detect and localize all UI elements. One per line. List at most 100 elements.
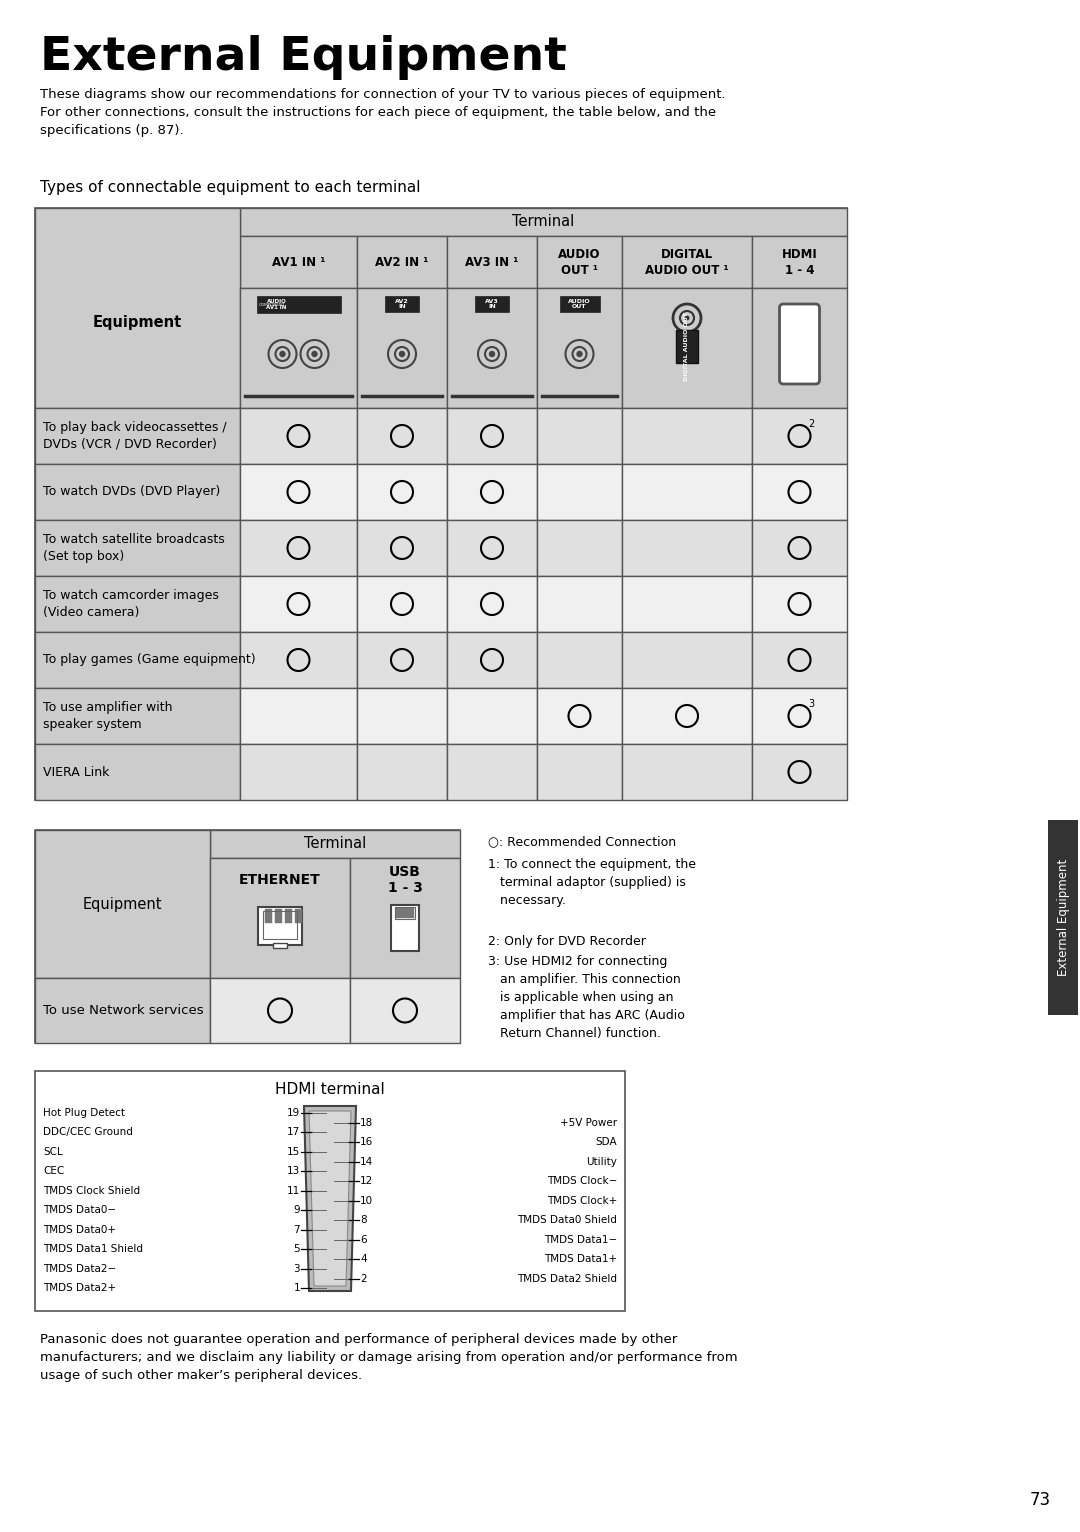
Text: 1: 1 <box>294 1284 300 1293</box>
Text: TMDS Data2−: TMDS Data2− <box>43 1264 117 1273</box>
Bar <box>752 519 847 576</box>
Text: TMDS Clock Shield: TMDS Clock Shield <box>43 1186 140 1196</box>
Circle shape <box>577 351 582 357</box>
Bar <box>35 519 240 576</box>
Text: ETHERNET: ETHERNET <box>239 873 321 887</box>
Bar <box>210 830 460 858</box>
Bar <box>35 830 210 977</box>
Text: TMDS Clock−: TMDS Clock− <box>546 1177 617 1186</box>
Bar <box>35 977 210 1043</box>
Text: VIERA Link: VIERA Link <box>43 766 109 778</box>
Text: To watch satellite broadcasts
(Set top box): To watch satellite broadcasts (Set top b… <box>43 533 225 562</box>
Text: 2: 2 <box>360 1273 366 1284</box>
Bar <box>391 905 419 951</box>
Bar <box>475 296 509 313</box>
Text: HDMI terminal: HDMI terminal <box>275 1082 384 1097</box>
Text: ○: Recommended Connection: ○: Recommended Connection <box>488 835 676 849</box>
Text: AV2
IN: AV2 IN <box>395 299 409 309</box>
Text: TMDS Data1+: TMDS Data1+ <box>544 1255 617 1264</box>
Bar <box>447 519 537 576</box>
Bar <box>357 519 447 576</box>
Bar <box>447 288 537 408</box>
Bar <box>537 288 622 408</box>
Bar <box>240 464 357 519</box>
Text: To play games (Game equipment): To play games (Game equipment) <box>43 654 256 666</box>
Bar <box>537 633 622 688</box>
Text: Equipment: Equipment <box>83 896 162 912</box>
Text: Terminal: Terminal <box>512 214 575 230</box>
Text: To watch camcorder images
(Video camera): To watch camcorder images (Video camera) <box>43 590 219 619</box>
Bar <box>752 576 847 633</box>
Bar <box>447 576 537 633</box>
Text: Hot Plug Detect: Hot Plug Detect <box>43 1108 125 1118</box>
Bar <box>752 408 847 464</box>
Circle shape <box>489 351 495 357</box>
Bar <box>447 688 537 745</box>
Bar <box>35 208 240 408</box>
Polygon shape <box>303 1106 356 1291</box>
Bar <box>1048 820 1078 1016</box>
Bar <box>357 288 447 408</box>
Bar <box>273 944 287 948</box>
Text: Types of connectable equipment to each terminal: Types of connectable equipment to each t… <box>40 179 420 195</box>
Bar <box>265 908 272 922</box>
Bar <box>35 208 847 800</box>
Circle shape <box>400 351 405 357</box>
Text: 3: 3 <box>809 699 814 709</box>
Bar <box>350 977 460 1043</box>
Text: DDC/CEC Ground: DDC/CEC Ground <box>43 1128 133 1137</box>
Text: 3: 3 <box>294 1264 300 1273</box>
Bar <box>752 688 847 745</box>
Text: Terminal: Terminal <box>303 836 366 852</box>
Text: 13: 13 <box>287 1166 300 1177</box>
Bar <box>357 236 447 288</box>
Text: 8: 8 <box>360 1215 366 1226</box>
Bar <box>240 408 357 464</box>
Bar <box>35 688 240 745</box>
Text: AV3
IN: AV3 IN <box>485 299 499 309</box>
Bar <box>447 633 537 688</box>
Text: AV1 IN ¹: AV1 IN ¹ <box>272 256 325 268</box>
Bar <box>210 977 350 1043</box>
Text: 7: 7 <box>294 1226 300 1235</box>
Text: 12: 12 <box>360 1177 374 1186</box>
Bar <box>275 908 282 922</box>
Text: 9: 9 <box>294 1206 300 1215</box>
Bar <box>35 1071 625 1311</box>
Circle shape <box>685 316 689 320</box>
Text: HDMI
1 - 4: HDMI 1 - 4 <box>782 248 818 276</box>
Text: 19: 19 <box>287 1108 300 1118</box>
Text: 11: 11 <box>287 1186 300 1196</box>
Text: 18: 18 <box>360 1118 374 1128</box>
Bar <box>622 576 752 633</box>
Text: 5: 5 <box>294 1244 300 1255</box>
Bar <box>622 633 752 688</box>
Bar <box>537 688 622 745</box>
Bar <box>537 519 622 576</box>
Bar <box>447 236 537 288</box>
Bar <box>622 408 752 464</box>
Bar <box>752 464 847 519</box>
Bar <box>447 408 537 464</box>
Text: These diagrams show our recommendations for connection of your TV to various pie: These diagrams show our recommendations … <box>40 87 726 136</box>
Text: 14: 14 <box>360 1157 374 1167</box>
Text: 3: Use HDMI2 for connecting
   an amplifier. This connection
   is applicable wh: 3: Use HDMI2 for connecting an amplifier… <box>488 954 685 1040</box>
Bar <box>622 236 752 288</box>
Bar <box>537 408 622 464</box>
Bar <box>240 576 357 633</box>
Bar <box>357 408 447 464</box>
Text: CEC: CEC <box>43 1166 64 1177</box>
Bar <box>350 858 460 977</box>
Bar <box>240 688 357 745</box>
Text: To watch DVDs (DVD Player): To watch DVDs (DVD Player) <box>43 486 220 498</box>
Text: TMDS Data1 Shield: TMDS Data1 Shield <box>43 1244 143 1255</box>
Text: 17: 17 <box>287 1128 300 1137</box>
Bar <box>537 464 622 519</box>
Bar <box>35 745 240 800</box>
Bar <box>264 912 297 939</box>
Bar <box>752 236 847 288</box>
Text: AUDIO
OUT ¹: AUDIO OUT ¹ <box>558 248 600 276</box>
Polygon shape <box>309 1111 351 1285</box>
Text: AUDIO
AV1 IN: AUDIO AV1 IN <box>267 299 286 309</box>
Text: 16: 16 <box>360 1137 374 1147</box>
